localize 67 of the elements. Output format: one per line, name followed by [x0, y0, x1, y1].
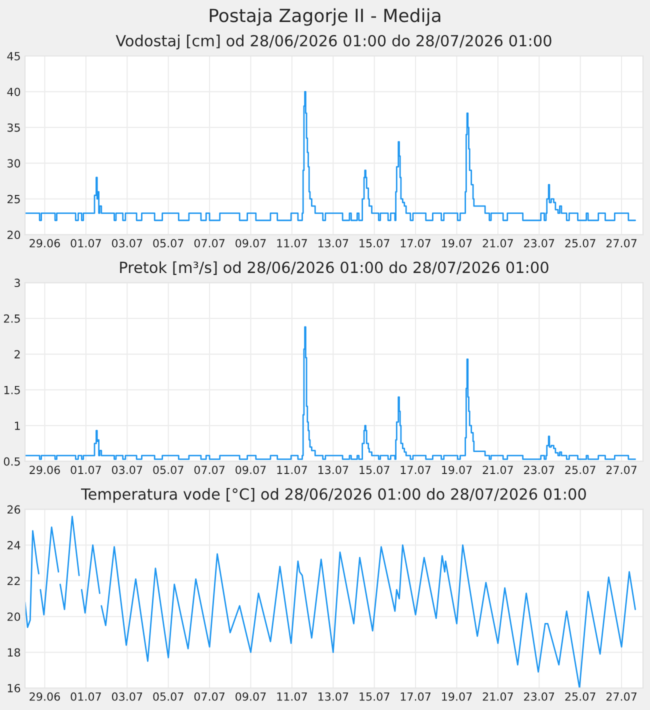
x-tick-label: 03.07	[112, 239, 142, 248]
x-tick-label: 23.07	[524, 466, 554, 474]
y-tick-label: 20	[8, 230, 20, 240]
y-tick-label: 45	[7, 52, 20, 60]
x-tick-label: 25.07	[565, 692, 596, 701]
x-tick-label: 07.07	[194, 692, 224, 701]
y-tick-label: 2	[14, 350, 20, 358]
y-tick-label: 0.5	[4, 457, 20, 466]
x-tick-label: 09.07	[236, 239, 266, 248]
x-tick-label: 21.07	[482, 466, 513, 474]
x-tick-label: 01.07	[70, 692, 101, 701]
x-tick-label: 03.07	[112, 692, 142, 701]
x-tick-label: 21.07	[482, 239, 513, 248]
x-tick-label: 01.07	[70, 239, 101, 248]
x-tick-label: 13.07	[318, 239, 348, 248]
y-tick-label: 2.5	[4, 314, 20, 323]
x-tick-label: 05.07	[153, 239, 184, 248]
x-tick-label: 13.07	[318, 466, 348, 474]
x-tick-label: 11.07	[277, 692, 307, 701]
y-tick-label: 20	[8, 612, 20, 621]
x-tick-label: 05.07	[153, 692, 184, 701]
y-tick-label: 25	[8, 194, 20, 204]
chart-title: Postaja Zagorje II - Medija	[210, 8, 440, 26]
x-tick-label: 29.06	[30, 239, 60, 248]
y-tick-label: 1	[14, 422, 20, 430]
x-tick-label: 17.07	[400, 466, 430, 474]
x-tick-label: 03.07	[112, 466, 142, 474]
x-tick-label: 09.07	[236, 692, 266, 701]
x-tick-label: 27.07	[606, 239, 636, 248]
chart-subtitle: Vodostaj [cm] od 28/06/2026 01:00 do 28/07/2026 01:00	[116, 34, 552, 50]
y-tick-label: 24	[8, 541, 20, 550]
x-tick-label: 15.07	[360, 692, 390, 701]
chart-title: Pretok [m³/s] od 28/06/2026 01:00 do 28/07/2026 01:00	[120, 261, 548, 275]
x-tick-label: 29.06	[30, 466, 60, 474]
x-tick-label: 27.07	[606, 466, 636, 474]
x-tick-label: 23.07	[524, 692, 554, 701]
x-tick-label: 07.07	[194, 466, 224, 474]
x-tick-label: 21.07	[482, 692, 513, 701]
x-tick-label: 05.07	[153, 466, 184, 474]
x-tick-label: 15.07	[360, 239, 390, 248]
x-tick-label: 25.07	[565, 239, 596, 248]
x-tick-label: 07.07	[194, 239, 224, 248]
x-tick-label: 09.07	[236, 466, 266, 474]
x-tick-label: 23.07	[524, 239, 554, 248]
chart-title: Temperatura vode [°C] od 28/06/2026 01:00 do 28/07/2026 01:00	[81, 488, 586, 503]
x-tick-label: 11.07	[277, 466, 307, 474]
x-tick-label: 19.07	[442, 239, 472, 248]
x-tick-label: 01.07	[70, 466, 101, 474]
x-tick-label: 11.07	[277, 239, 307, 248]
y-tick-label: 1.5	[4, 386, 20, 394]
x-tick-label: 17.07	[400, 239, 430, 248]
y-tick-label: 30	[8, 159, 20, 168]
y-tick-label: 35	[8, 123, 20, 132]
y-tick-label: 3	[14, 278, 20, 288]
x-tick-label: 15.07	[360, 466, 390, 474]
x-tick-label: 19.07	[442, 692, 472, 701]
y-tick-label: 40	[7, 88, 20, 96]
x-tick-label: 19.07	[442, 466, 472, 474]
x-tick-label: 13.07	[318, 692, 348, 701]
y-tick-label: 16	[8, 684, 20, 692]
y-tick-label: 22	[8, 576, 20, 586]
x-tick-label: 29.06	[30, 692, 60, 701]
x-tick-label: 27.07	[606, 692, 636, 701]
y-tick-label: 26	[8, 505, 20, 514]
x-tick-label: 17.07	[400, 692, 430, 701]
y-tick-label: 18	[8, 648, 20, 657]
x-tick-label: 25.07	[565, 466, 596, 474]
